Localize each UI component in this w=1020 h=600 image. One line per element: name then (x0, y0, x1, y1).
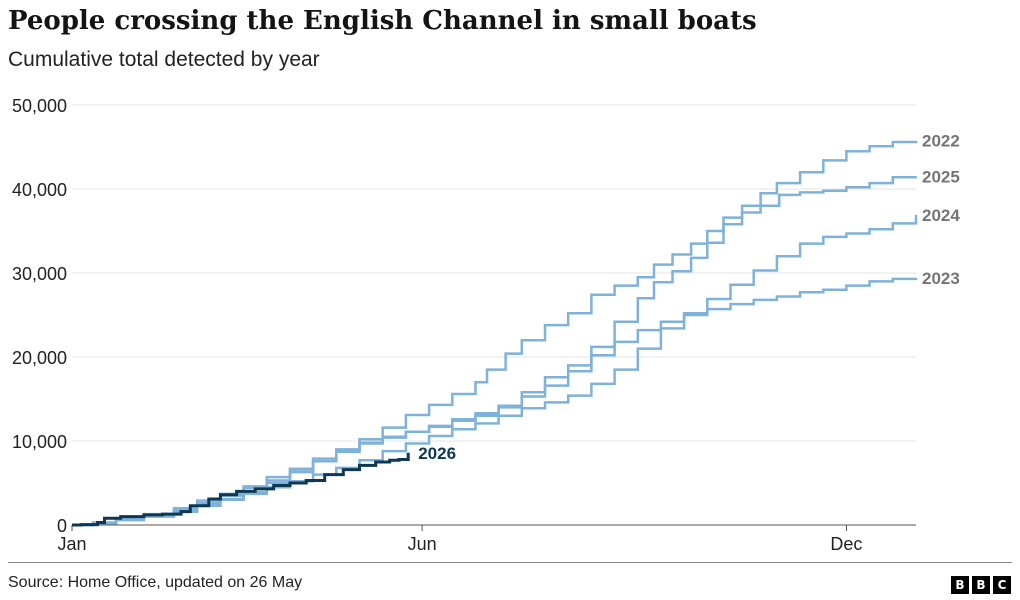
x-tick-label: Jun (408, 534, 437, 554)
x-tick-label: Jan (57, 534, 86, 554)
series-label-2026: 2026 (418, 444, 456, 463)
footer-divider (8, 562, 1012, 563)
series-label-2023: 2023 (922, 269, 960, 288)
series-label-2024: 2024 (922, 206, 960, 225)
logo-letter-b1: B (951, 576, 969, 594)
series-line-2023 (72, 277, 918, 527)
series-line-2026 (72, 452, 410, 527)
gridlines (72, 104, 916, 442)
y-tick-label: 0 (57, 516, 67, 536)
y-tick-label: 10,000 (12, 432, 67, 452)
bbc-logo: B B C (951, 576, 1011, 594)
source-note: Source: Home Office, updated on 26 May (8, 574, 303, 591)
x-axis: Jan Jun Dec (57, 524, 916, 554)
series-line-2022 (72, 140, 918, 527)
y-tick-label: 30,000 (12, 264, 67, 284)
logo-letter-c: C (993, 576, 1011, 594)
series-label-2025: 2025 (922, 167, 960, 186)
series-labels: 2022 2025 2024 2023 2026 (418, 132, 960, 463)
chart-title: People crossing the English Channel in s… (8, 6, 757, 36)
series-lines (72, 140, 918, 527)
chart-subtitle: Cumulative total detected by year (8, 48, 320, 71)
y-tick-label: 20,000 (12, 348, 67, 368)
series-line-2025 (72, 175, 918, 527)
x-tick-label: Dec (830, 534, 862, 554)
y-axis-tick-labels: 0 10,000 20,000 30,000 40,000 50,000 (12, 96, 67, 536)
y-tick-label: 40,000 (12, 180, 67, 200)
series-label-2022: 2022 (922, 132, 960, 151)
logo-letter-b2: B (972, 576, 990, 594)
y-tick-label: 50,000 (12, 96, 67, 116)
chart-area: 0 10,000 20,000 30,000 40,000 50,000 Jan Jun De… (12, 96, 960, 554)
